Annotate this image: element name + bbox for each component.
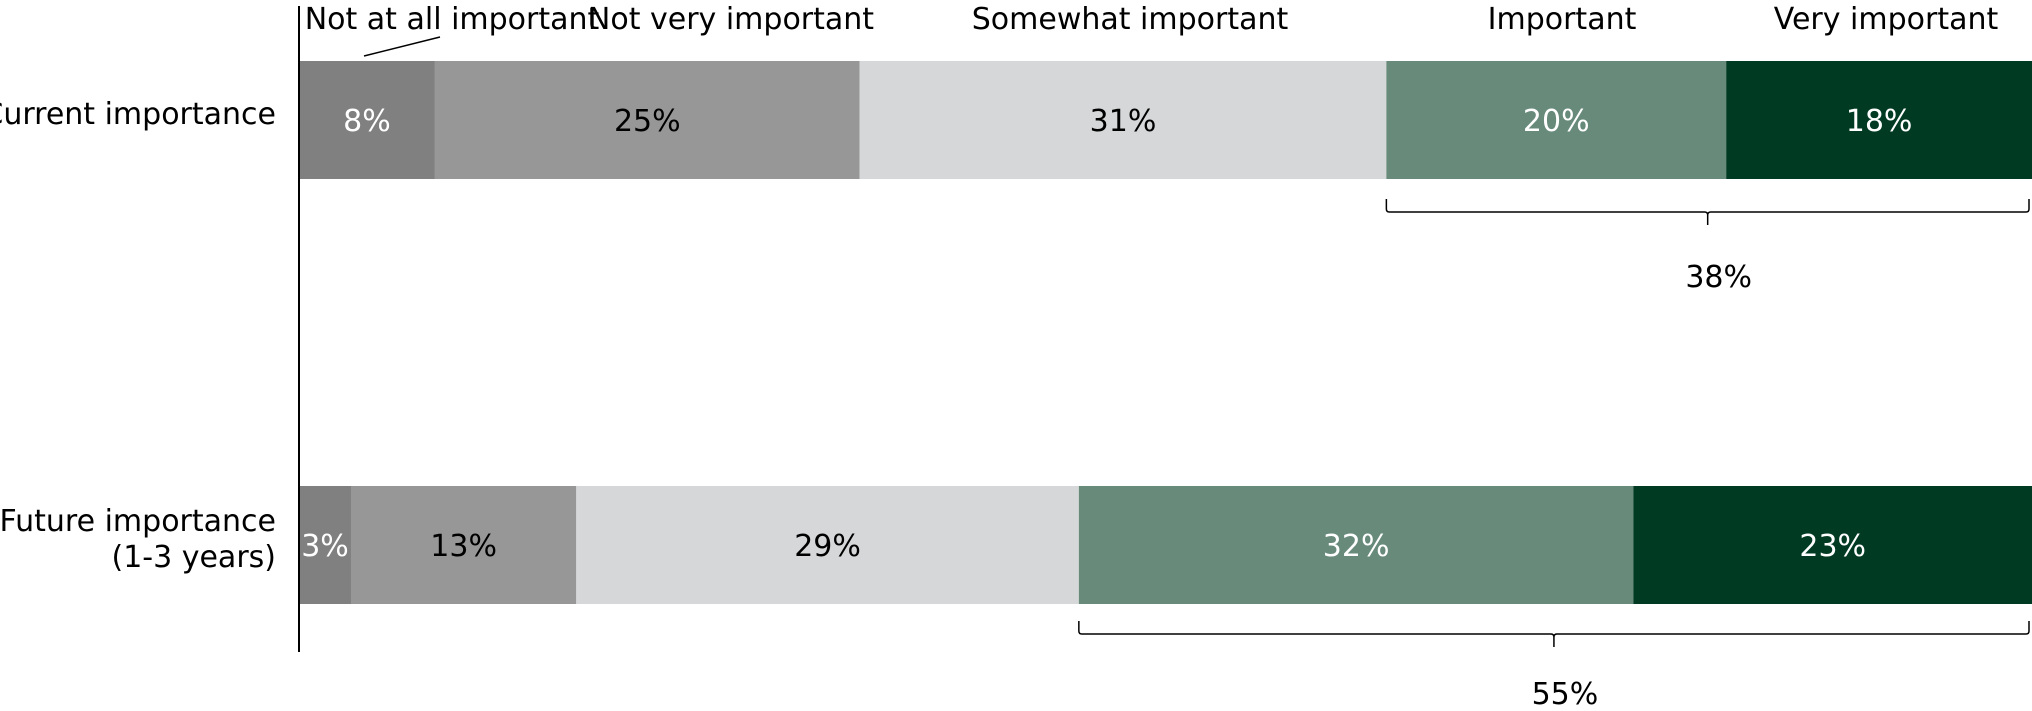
bar-2-very-important-label: 23%	[1799, 529, 1866, 564]
category-label-1: Current importance	[0, 97, 276, 132]
legend-label-important: Important	[1488, 2, 1637, 37]
legend-leader-line	[363, 36, 441, 57]
bar-1-very-important	[1726, 61, 2032, 179]
bar-2-somewhat-important	[576, 486, 1079, 604]
bar-1-not-very-important	[434, 61, 860, 179]
bar-1-important-label: 20%	[1523, 104, 1590, 139]
bar-1-not-at-all-important-label: 8%	[343, 104, 391, 139]
bar-1-not-at-all-important	[299, 61, 435, 179]
bar-1-very-important-label: 18%	[1846, 104, 1913, 139]
category-labels: Current importance Future importance(1-3 …	[0, 97, 276, 575]
bar-2-not-very-important	[350, 486, 577, 604]
bar-1-somewhat-important-label: 31%	[1090, 104, 1157, 139]
bars: 8% 25% 31% 20% 18% 3% 13% 29% 32% 23%	[299, 61, 2032, 604]
bar-2-not-at-all-important-label: 3%	[301, 529, 349, 564]
bar-2-important	[1078, 486, 1634, 604]
bracket-total-1: 38%	[1685, 260, 1752, 295]
bar-2-very-important	[1633, 486, 2032, 604]
bar-1-not-very-important-label: 25%	[614, 104, 681, 139]
bar-2-not-at-all-important	[299, 486, 351, 604]
total-brackets: 38% 55%	[1078, 199, 2030, 711]
legend-label-not-very-important: Not very important	[588, 2, 874, 37]
bar-1-somewhat-important	[859, 61, 1387, 179]
legend-label-very-important: Very important	[1774, 2, 1999, 37]
category-label-2-line-2: (1-3 years)	[111, 540, 276, 575]
bar-2-not-very-important-label: 13%	[430, 529, 497, 564]
bar-2-important-label: 32%	[1323, 529, 1390, 564]
legend-label-not-at-all-important: Not at all important	[305, 2, 600, 37]
bracket-total-2: 55%	[1532, 677, 1599, 711]
bar-1-important	[1386, 61, 1727, 179]
bar-2-somewhat-important-label: 29%	[794, 529, 861, 564]
category-label-2-line-1: Future importance	[0, 504, 276, 539]
legend-label-somewhat-important: Somewhat important	[972, 2, 1289, 37]
bracket-1	[1385, 199, 2030, 225]
bracket-2	[1078, 621, 2030, 647]
